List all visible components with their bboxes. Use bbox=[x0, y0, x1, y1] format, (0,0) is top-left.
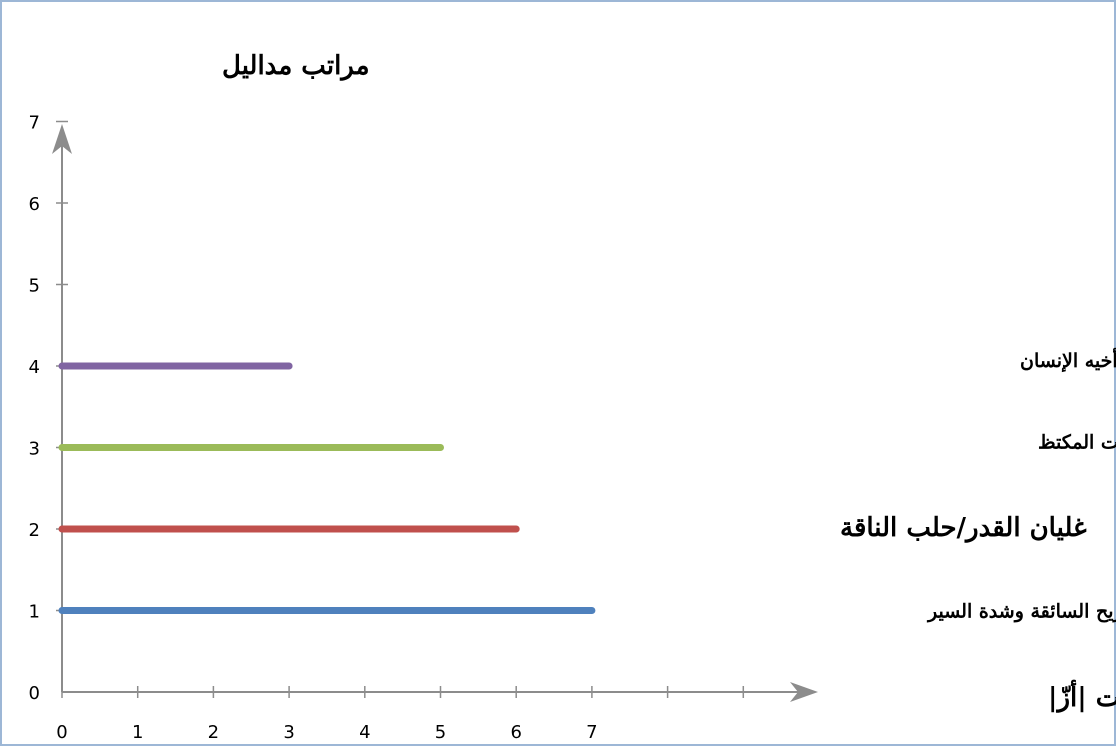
series-labels: الريح السائقة وشدة السير غليان القدر/حلب … bbox=[840, 347, 1116, 623]
x-tick-label: 2 bbox=[208, 722, 219, 743]
x-tick-label: 1 bbox=[132, 722, 143, 743]
x-tick-label: 4 bbox=[359, 722, 370, 743]
x-axis-title: عدد سمات |أزّ| bbox=[1048, 679, 1116, 713]
y-tick-label: 0 bbox=[29, 683, 40, 704]
series-label-3: صوت جوف الانسان/ الليلة الباردة/ البرد ا… bbox=[1038, 432, 1116, 454]
series-group bbox=[58, 362, 596, 614]
y-tick-label: 4 bbox=[29, 357, 40, 378]
series-label-1: الريح السائقة وشدة السير bbox=[926, 601, 1116, 623]
x-tick-label: 6 bbox=[510, 722, 521, 743]
y-tick-label: 5 bbox=[29, 276, 40, 297]
x-tick-label: 3 bbox=[283, 722, 294, 743]
y-tick-label: 6 bbox=[29, 194, 40, 215]
x-tick-label: 5 bbox=[435, 722, 446, 743]
series-label-2: غليان القدر/حلب الناقة bbox=[840, 513, 1087, 543]
y-tick-label: 1 bbox=[29, 602, 40, 623]
y-axis-title: مراتب مداليل bbox=[222, 51, 370, 81]
x-axis-arrow bbox=[790, 682, 818, 702]
y-tick-label: 3 bbox=[29, 439, 40, 460]
y-tick-label: 7 bbox=[29, 113, 40, 134]
y-axis-arrow bbox=[52, 124, 72, 154]
axes: 0 1 2 3 4 5 6 7 0 1 2 3 4 5 6 7 bbox=[29, 113, 818, 743]
x-tick-label: 7 bbox=[586, 722, 597, 743]
y-tick-label: 2 bbox=[29, 520, 40, 541]
x-tick-label: 0 bbox=[56, 722, 67, 743]
series-label-4: صوت الرعد/ تحريض الشيطان للإنسان/ احتيال… bbox=[1020, 347, 1116, 373]
